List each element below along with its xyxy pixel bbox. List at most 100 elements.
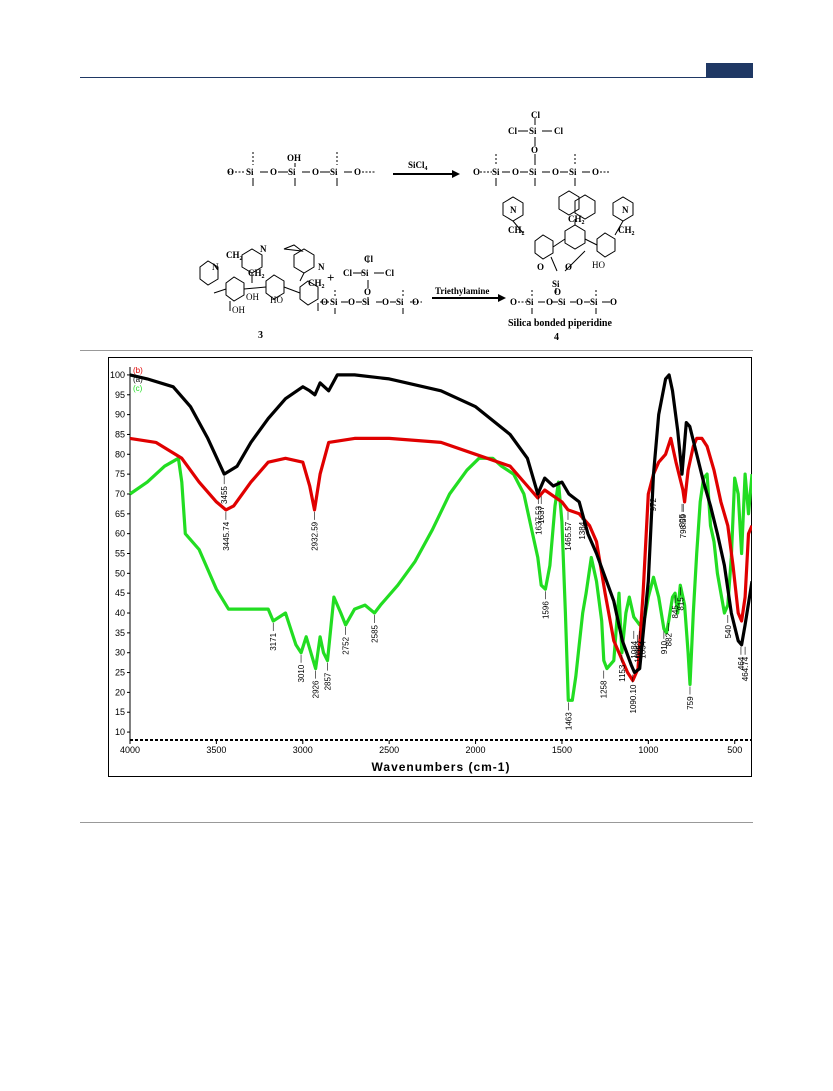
atom-o: O [312,167,319,177]
atom-o: O [473,167,480,177]
peak-label: 2932.59 [311,521,320,550]
y-tick-label: 65 [115,509,125,519]
atom-cl: Cl [531,110,540,120]
peak-label: 1034 [638,640,647,658]
scheme-separator [80,350,753,351]
atom-cl: Cl [343,268,352,278]
reaction-scheme: Si O Si OH O Si O O SiCl4 O Si O Si O Si… [199,110,635,343]
x-tick-label: 500 [727,745,742,755]
y-tick-label: 60 [115,529,125,539]
atom-o: O [592,167,599,177]
x-tick-label: 3500 [206,745,226,755]
peak-label: 815 [676,597,685,611]
atom-o: O [576,297,583,307]
peak-label: 540 [724,624,733,638]
ir-spectrum-svg: 10 15 20 25 30 35 40 45 50 55 60 65 70 75 80 85 90 95 100 4… [89,366,754,774]
atom-si: Si [529,167,537,177]
atom-o: O [531,145,538,155]
atom-ch2: CH2 [508,225,525,237]
y-tick-label: 45 [115,588,125,598]
peak-label: 464.74 [741,656,750,681]
reagent-triethylamine: Triethylamine [435,286,489,296]
peak-label: 3010 [297,664,306,682]
atom-o: O [412,297,419,307]
atom-si: Si [492,167,500,177]
atom-o: O [321,297,328,307]
atom-o: O [610,297,617,307]
peak-label: 1084 [630,640,639,658]
peak-label: 910 [660,640,669,654]
atom-si: Si [552,279,560,289]
atom-o: O [554,287,561,297]
series-line-c [129,456,754,702]
legend-entry: (b) [133,366,143,375]
peak-label: 3445.74 [222,521,231,550]
atom-o: O [552,167,559,177]
atom-si: Si [361,268,369,278]
y-tick-label: 25 [115,668,125,678]
atom-ch2: CH2 [618,225,635,237]
reagent-sicl4: SiCl4 [408,160,428,172]
atom-n: N [510,205,517,215]
peak-label: 882 [665,632,674,646]
atom-si: Si [396,297,404,307]
x-tick-label: 3000 [293,745,313,755]
x-tick-label: 2000 [466,745,486,755]
atom-oh: OH [232,305,245,315]
atom-n: N [260,244,267,254]
atom-o: O [364,287,371,297]
y-tick-label: 75 [115,469,125,479]
peak-label: 798.59 [679,513,688,538]
y-tick-label: 80 [115,449,125,459]
atom-n: N [212,262,219,272]
atom-cl: Cl [554,126,563,136]
peak-label: 3171 [269,632,278,650]
atom-o: O [537,262,544,272]
x-tick-label: 4000 [120,745,140,755]
atom-o: O [546,297,553,307]
y-tick-label: 55 [115,549,125,559]
series-line-a [129,373,754,675]
peak-label: 1094 [633,644,642,662]
peak-label: 1465.57 [564,521,573,550]
peak-label: 2926 [312,680,321,698]
legend-entry: (c) [133,384,143,393]
peak-label: 1596 [541,601,550,619]
peak-label: 1637.53 [534,505,543,534]
atom-si: Si [569,167,577,177]
atom-ho: HO [270,295,283,305]
peak-label: 2752 [342,636,351,654]
peak-label: 1258 [600,680,609,698]
peak-label: 2857 [323,672,332,690]
x-tick-label: 1500 [552,745,572,755]
atom-oh: OH [287,153,301,163]
atom-cl: Cl [385,268,394,278]
atom-si: Si [529,126,537,136]
atom-o: O [354,167,361,177]
atom-o: O [565,262,572,272]
x-axis-label: Wavenumbers (cm-1) [372,760,511,774]
peak-label: 1153 [618,664,627,682]
compound-3-label: 3 [258,330,263,341]
atom-n: N [318,262,325,272]
atom-o: O [227,167,234,177]
peak-label: 1090.10 [629,684,638,713]
y-tick-label: 20 [115,687,125,697]
legend-entry: (a) [133,375,143,384]
atom-si: Si [362,297,370,307]
atom-ho: HO [592,260,605,270]
footer-separator [80,822,753,823]
atom-si: Si [590,297,598,307]
atom-cl: Cl [508,126,517,136]
atom-o: O [348,297,355,307]
y-tick-label: 90 [115,410,125,420]
atom-ch2: CH2 [308,278,325,290]
x-tick-label: 1000 [638,745,658,755]
header-rule [80,77,753,78]
peak-label: 759 [686,696,695,710]
atom-n: N [622,205,629,215]
peak-label: 2585 [370,624,379,642]
y-tick-label: 70 [115,489,125,499]
atom-cl: Cl [364,254,373,264]
peak-label: 464 [737,656,746,670]
